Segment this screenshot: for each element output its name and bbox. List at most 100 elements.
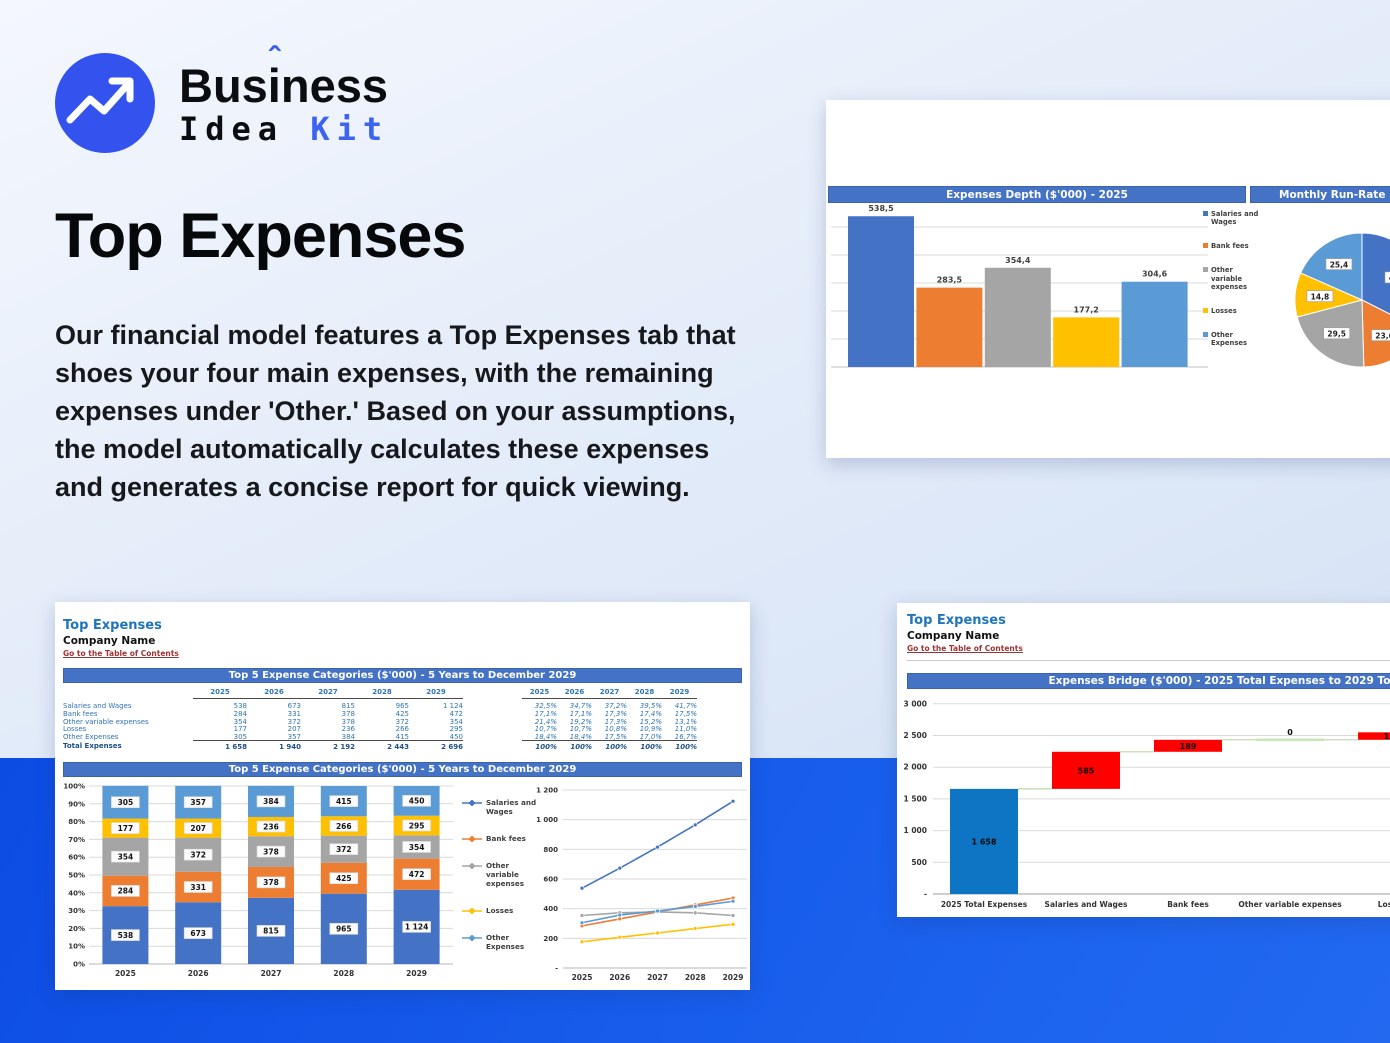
value-cell: 815 [341,701,355,710]
brand-wordmark: Busi ˆ ness Idea Kit [179,43,389,144]
value-cell: 538 [233,701,247,710]
legend-swatch-icon [1203,243,1208,249]
percent-cell: 13,1% [674,717,697,726]
table-year-header-row: 2025 2026 2027 2028 2029 2025 2026 2027 2028 2029 [63,686,742,699]
value-cell: 1 124 [442,701,463,710]
percent-cell: 2026 [564,688,585,696]
percent-cell: 17,4% [639,709,662,718]
svg-text:236: 236 [263,822,279,831]
legend-item: Bank fees [1203,242,1259,250]
svg-text:357: 357 [190,798,206,807]
svg-text:Bank fees: Bank fees [1167,900,1209,909]
value-cell: 354 [449,717,463,726]
waterfall-chart: - 500 1 000 1 500 2 000 2 500 3 000 1 658 2025 T… [897,695,1390,922]
divider [907,660,1390,661]
svg-text:44,9: 44,9 [1389,274,1390,283]
svg-text:2029: 2029 [406,969,427,978]
svg-text:90%: 90% [68,800,85,808]
value-cell: 2028 [372,688,392,696]
caret-accent: ˆ [268,40,280,79]
svg-text:2025: 2025 [572,973,593,982]
legend-line-marker-icon [462,836,482,842]
value-cell: 305 [233,733,247,742]
svg-text:189: 189 [1180,742,1197,751]
table-of-contents-link[interactable]: Go to the Table of Contents [63,649,179,658]
spreadsheet-card-bridge: Top Expenses Company Name Go to the Tabl… [897,603,1390,917]
legend-line-marker-icon [462,935,482,941]
svg-text:283,5: 283,5 [937,276,963,285]
expense-table: 2025 2026 2027 2028 2029 2025 2026 2027 2028 2029… [63,686,742,751]
chart-header-monthly-run-rate: Monthly Run-Rate ($'000 [1250,186,1390,203]
legend-item: Salaries and Wages [1203,210,1259,226]
svg-text:472: 472 [409,870,425,879]
legend-item: Other Expenses [462,933,542,951]
table-of-contents-link[interactable]: Go to the Table of Contents [907,644,1023,653]
legend-label: Salaries and Wages [1211,210,1259,227]
chart-header-expenses-bridge: Expenses Bridge ($'000) - 2025 Total Exp… [907,673,1390,689]
value-cell: 372 [287,717,301,726]
value-cell: 450 [449,733,463,742]
legend-label: Bank fees [1211,242,1249,251]
svg-text:200: 200 [543,935,558,943]
percent-cell: 17,3% [604,717,627,726]
percent-cell: 17,3% [604,709,627,718]
value-cell: 1 658 [225,742,247,751]
svg-text:177,2: 177,2 [1074,305,1099,314]
value-cell: 236 [341,725,355,734]
sheet-company-name: Company Name [63,635,156,647]
value-cell: 357 [287,733,301,742]
logo-circle [55,53,155,153]
table-row: Salaries and Wages 538 673 815 965 1 124 32,5%… [63,702,742,710]
svg-text:2029: 2029 [723,973,744,982]
bar-chart-expenses-depth: 538,5 283,5 354,4 177,2 304,6 [828,195,1230,390]
legend-item: Salaries and Wages [462,798,542,816]
value-cell: 965 [395,701,409,710]
table-row: Total Expenses 1 658 1 940 2 192 2 443 2 696 1… [63,740,742,751]
percent-cell: 2028 [634,688,655,696]
percent-cell: 15,2% [639,717,662,726]
legend-line-marker-icon [462,800,482,806]
stacked-bar-chart: 0% 10% 20% 30% 40% 50% 60% 70% 80% 90% 100% 538 284 3… [59,780,461,991]
legend-item: Bank fees [462,834,542,843]
spreadsheet-card-top5: Top Expenses Company Name Go to the Tabl… [55,602,750,990]
legend-item: Losses [1203,307,1259,315]
svg-text:2026: 2026 [609,973,630,982]
legend-swatch-icon [1203,332,1208,338]
svg-text:25,4: 25,4 [1330,260,1349,269]
brand-logo[interactable]: Busi ˆ ness Idea Kit [55,43,389,153]
legend-swatch-icon [1203,267,1208,273]
svg-text:372: 372 [336,845,352,854]
svg-text:354: 354 [409,843,425,852]
svg-text:331: 331 [190,883,206,892]
svg-text:800: 800 [543,846,558,854]
svg-text:2027: 2027 [261,969,282,978]
value-cell: 2 696 [441,742,463,751]
svg-text:1 658: 1 658 [971,837,996,846]
percent-cell: 10,8% [604,725,627,734]
value-cell: 207 [287,725,301,734]
svg-text:2028: 2028 [685,973,706,982]
value-cell: 177 [233,725,247,734]
svg-text:1 500: 1 500 [904,794,928,803]
percent-cell: 17,1% [534,709,557,718]
legend-line-marker-icon [462,863,482,869]
percent-cell: 2025 [529,688,550,696]
svg-text:500: 500 [911,858,927,867]
svg-text:2 000: 2 000 [904,763,928,772]
value-cell: 284 [233,709,247,718]
value-cell: 415 [395,733,409,742]
table-row: Losses 177 207 236 266 295 10,7% 10,7% 10,8% 10,9… [63,725,742,733]
percent-cell: 17,0% [639,733,662,742]
value-cell: 1 940 [279,742,301,751]
table-row: Other Expenses 305 357 384 415 450 18,4% 18,4% 1… [63,733,742,741]
svg-text:70%: 70% [68,836,85,844]
svg-text:20%: 20% [68,925,85,933]
legend-swatch-icon [1203,211,1208,216]
value-cell: 425 [395,709,409,718]
svg-text:415: 415 [336,797,352,806]
svg-text:0: 0 [1287,728,1293,737]
svg-text:1 124: 1 124 [405,923,429,932]
value-cell: 354 [233,717,247,726]
svg-text:538: 538 [118,931,134,940]
svg-text:177: 177 [118,824,134,833]
